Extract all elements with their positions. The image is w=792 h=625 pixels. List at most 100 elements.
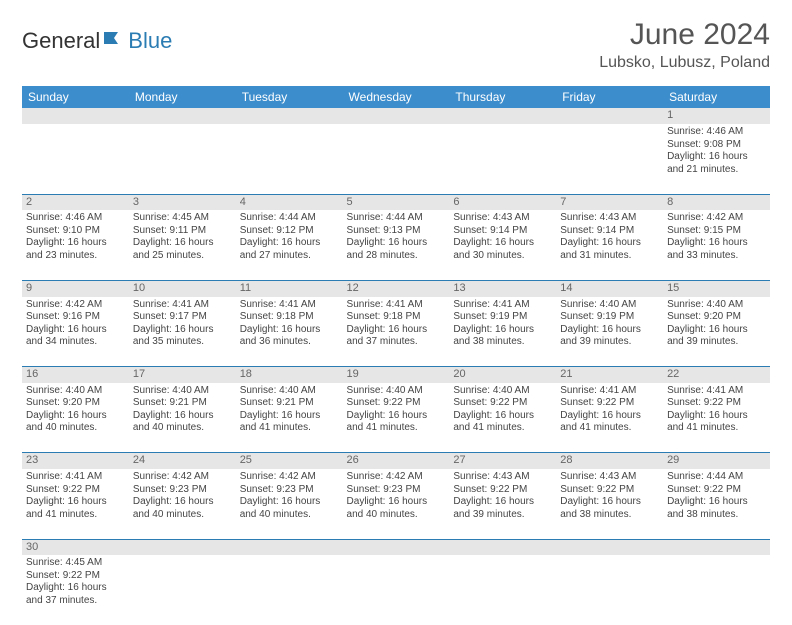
page-title: June 2024 bbox=[599, 18, 770, 52]
day-cell: Sunrise: 4:42 AMSunset: 9:15 PMDaylight:… bbox=[663, 210, 770, 280]
sunset-line: Sunset: 9:08 PM bbox=[667, 139, 766, 152]
day-number bbox=[236, 539, 343, 555]
day-number: 18 bbox=[236, 367, 343, 383]
sunset-line: Sunset: 9:23 PM bbox=[347, 484, 446, 497]
day-number: 25 bbox=[236, 453, 343, 469]
day-cell: Sunrise: 4:44 AMSunset: 9:22 PMDaylight:… bbox=[663, 469, 770, 539]
day-number: 26 bbox=[343, 453, 450, 469]
day-number: 3 bbox=[129, 194, 236, 210]
sunset-line: Sunset: 9:18 PM bbox=[347, 311, 446, 324]
sunrise-line: Sunrise: 4:43 AM bbox=[453, 212, 552, 225]
sunset-line: Sunset: 9:23 PM bbox=[133, 484, 232, 497]
weekday-header: Wednesday bbox=[343, 86, 450, 108]
day-cell: Sunrise: 4:41 AMSunset: 9:22 PMDaylight:… bbox=[22, 469, 129, 539]
weekday-header: Friday bbox=[556, 86, 663, 108]
day-number bbox=[449, 539, 556, 555]
sunset-line: Sunset: 9:23 PM bbox=[240, 484, 339, 497]
day-cell: Sunrise: 4:42 AMSunset: 9:23 PMDaylight:… bbox=[129, 469, 236, 539]
sunset-line: Sunset: 9:22 PM bbox=[453, 484, 552, 497]
sunset-line: Sunset: 9:12 PM bbox=[240, 225, 339, 238]
day-cell bbox=[236, 555, 343, 625]
day-cell: Sunrise: 4:41 AMSunset: 9:22 PMDaylight:… bbox=[556, 383, 663, 453]
day-cell bbox=[343, 555, 450, 625]
sunrise-line: Sunrise: 4:40 AM bbox=[240, 385, 339, 398]
daylight-line: Daylight: 16 hours and 40 minutes. bbox=[347, 496, 446, 521]
sunset-line: Sunset: 9:22 PM bbox=[347, 397, 446, 410]
day-number: 19 bbox=[343, 367, 450, 383]
sunrise-line: Sunrise: 4:46 AM bbox=[26, 212, 125, 225]
day-cell: Sunrise: 4:43 AMSunset: 9:14 PMDaylight:… bbox=[449, 210, 556, 280]
day-number: 4 bbox=[236, 194, 343, 210]
sunrise-line: Sunrise: 4:40 AM bbox=[560, 299, 659, 312]
sunrise-line: Sunrise: 4:42 AM bbox=[133, 471, 232, 484]
daylight-line: Daylight: 16 hours and 35 minutes. bbox=[133, 324, 232, 349]
day-cell: Sunrise: 4:40 AMSunset: 9:19 PMDaylight:… bbox=[556, 297, 663, 367]
weekday-header-row: Sunday Monday Tuesday Wednesday Thursday… bbox=[22, 86, 770, 108]
daylight-line: Daylight: 16 hours and 34 minutes. bbox=[26, 324, 125, 349]
day-cell bbox=[343, 124, 450, 194]
logo-text-general: General bbox=[22, 28, 100, 54]
day-cell bbox=[663, 555, 770, 625]
sunset-line: Sunset: 9:21 PM bbox=[133, 397, 232, 410]
sunrise-line: Sunrise: 4:40 AM bbox=[26, 385, 125, 398]
daylight-line: Daylight: 16 hours and 37 minutes. bbox=[26, 582, 125, 607]
calendar-table: Sunday Monday Tuesday Wednesday Thursday… bbox=[22, 86, 770, 625]
day-number bbox=[22, 108, 129, 124]
daylight-line: Daylight: 16 hours and 33 minutes. bbox=[667, 237, 766, 262]
sunset-line: Sunset: 9:14 PM bbox=[453, 225, 552, 238]
weekday-header: Sunday bbox=[22, 86, 129, 108]
sunrise-line: Sunrise: 4:42 AM bbox=[667, 212, 766, 225]
daylight-line: Daylight: 16 hours and 23 minutes. bbox=[26, 237, 125, 262]
detail-row: Sunrise: 4:45 AMSunset: 9:22 PMDaylight:… bbox=[22, 555, 770, 625]
daylight-line: Daylight: 16 hours and 31 minutes. bbox=[560, 237, 659, 262]
detail-row: Sunrise: 4:41 AM Sunset: 9:22 PM Daylight:… bbox=[22, 469, 770, 539]
sunrise-line: Sunrise: 4:41 AM bbox=[453, 299, 552, 312]
sunrise-line: Sunrise: 4:42 AM bbox=[26, 299, 125, 312]
daynum-row: 9101112131415 bbox=[22, 280, 770, 296]
day-number: 28 bbox=[556, 453, 663, 469]
daylight-line: Daylight: 16 hours and 39 minutes. bbox=[667, 324, 766, 349]
day-cell: Sunrise: 4:44 AMSunset: 9:12 PMDaylight:… bbox=[236, 210, 343, 280]
day-number: 7 bbox=[556, 194, 663, 210]
day-cell bbox=[129, 124, 236, 194]
day-cell: Sunrise: 4:43 AMSunset: 9:14 PMDaylight:… bbox=[556, 210, 663, 280]
sunrise-line: Sunrise: 4:40 AM bbox=[347, 385, 446, 398]
day-number: 9 bbox=[22, 280, 129, 296]
daylight-line: Daylight: 16 hours and 28 minutes. bbox=[347, 237, 446, 262]
sunrise-line: Sunrise: 4:41 AM bbox=[26, 471, 125, 484]
day-number: 10 bbox=[129, 280, 236, 296]
day-cell: Sunrise: 4:42 AMSunset: 9:23 PMDaylight:… bbox=[343, 469, 450, 539]
daylight-line: Daylight: 16 hours and 40 minutes. bbox=[26, 410, 125, 435]
day-number bbox=[129, 108, 236, 124]
sunrise-line: Sunrise: 4:41 AM bbox=[347, 299, 446, 312]
day-cell: Sunrise: 4:40 AMSunset: 9:21 PMDaylight:… bbox=[129, 383, 236, 453]
day-cell: Sunrise: 4:41 AMSunset: 9:18 PMDaylight:… bbox=[236, 297, 343, 367]
day-number bbox=[343, 108, 450, 124]
daynum-row: 30 bbox=[22, 539, 770, 555]
sunset-line: Sunset: 9:22 PM bbox=[26, 570, 125, 583]
sunrise-line: Sunrise: 4:43 AM bbox=[560, 471, 659, 484]
day-cell bbox=[129, 555, 236, 625]
day-cell bbox=[22, 124, 129, 194]
daynum-row: 2345678 bbox=[22, 194, 770, 210]
day-number: 17 bbox=[129, 367, 236, 383]
sunset-line: Sunset: 9:18 PM bbox=[240, 311, 339, 324]
sunrise-line: Sunrise: 4:44 AM bbox=[347, 212, 446, 225]
day-cell: Sunrise: 4:40 AMSunset: 9:22 PMDaylight:… bbox=[449, 383, 556, 453]
day-number: 15 bbox=[663, 280, 770, 296]
sunrise-line: Sunrise: 4:45 AM bbox=[133, 212, 232, 225]
daylight-line: Daylight: 16 hours and 21 minutes. bbox=[667, 151, 766, 176]
day-cell: Sunrise: 4:40 AMSunset: 9:20 PMDaylight:… bbox=[22, 383, 129, 453]
daylight-line: Daylight: 16 hours and 38 minutes. bbox=[453, 324, 552, 349]
weekday-header: Monday bbox=[129, 86, 236, 108]
daylight-line: Daylight: 16 hours and 38 minutes. bbox=[667, 496, 766, 521]
detail-row: Sunrise: 4:46 AMSunset: 9:10 PMDaylight:… bbox=[22, 210, 770, 280]
sunrise-line: Sunrise: 4:41 AM bbox=[560, 385, 659, 398]
sunrise-line: Sunrise: 4:42 AM bbox=[347, 471, 446, 484]
day-cell: Sunrise: 4:43 AMSunset: 9:22 PMDaylight:… bbox=[556, 469, 663, 539]
day-number bbox=[343, 539, 450, 555]
day-cell: Sunrise: 4:41 AMSunset: 9:19 PMDaylight:… bbox=[449, 297, 556, 367]
day-number: 24 bbox=[129, 453, 236, 469]
title-block: June 2024 Lubsko, Lubusz, Poland bbox=[599, 18, 770, 72]
sunrise-line: Sunrise: 4:45 AM bbox=[26, 557, 125, 570]
